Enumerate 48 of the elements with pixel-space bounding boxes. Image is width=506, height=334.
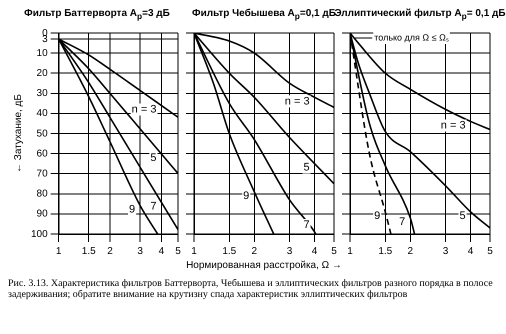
x-tick-label: 5 [175, 246, 182, 257]
series-label: 5 [303, 162, 310, 174]
y-tick-label: 20 [36, 68, 48, 79]
x-tick-label: 4 [312, 246, 318, 257]
y-tick-label: 50 [36, 128, 48, 140]
y-tick-label: 40 [36, 108, 48, 120]
y-tick-label: 10 [36, 48, 48, 59]
x-tick-label: 1.5 [378, 246, 393, 257]
x-tick-label: 3 [442, 246, 449, 257]
series-label: n = 3 [132, 104, 156, 116]
x-tick-label: 5 [487, 246, 494, 257]
y-tick-label: 70 [36, 168, 48, 180]
y-tick-label: 30 [36, 88, 48, 100]
x-axis-title: Нормированная расстройка, Ω → [186, 260, 342, 273]
series-label: 7 [303, 219, 310, 232]
x-tick-label: 5 [331, 246, 338, 257]
series-label: 7 [150, 200, 156, 212]
x-tick-label: 3 [137, 246, 144, 257]
series-label: 9 [374, 210, 380, 222]
x-tick-label: 2 [252, 246, 258, 257]
chart-title: Эллиптический фильтр A$_{p}$= 0,1 дБ [334, 8, 506, 23]
x-tick-label: 1 [191, 246, 198, 257]
series-label: 5 [150, 152, 156, 164]
series-label: 7 [399, 216, 406, 228]
y-tick-label: 80 [36, 188, 48, 200]
x-tick-label: 1.5 [82, 246, 96, 257]
series-label: 5 [459, 210, 466, 222]
x-tick-label: 1.5 [222, 246, 237, 257]
chart-title: Фильтр Чебышева A$_{p}$=0,1 дБ [192, 8, 336, 23]
series-label: n = 3 [440, 119, 466, 132]
x-tick-label: 4 [468, 246, 474, 257]
x-tick-label: 2 [408, 246, 414, 257]
x-tick-label: 3 [286, 246, 293, 257]
y-tick-label: 100 [30, 228, 48, 240]
series-label: n = 3 [284, 95, 310, 108]
x-tick-label: 4 [158, 246, 165, 257]
series-label: 9 [243, 190, 250, 202]
y-axis-title: ← Затухание, дБ [12, 94, 24, 173]
series-label: 9 [129, 204, 136, 216]
y-tick-label: 90 [36, 208, 48, 220]
annotation: только для Ω ≤ Ωₛ [374, 32, 449, 43]
x-tick-label: 1 [56, 246, 62, 257]
text: Рис. 3.13. Характеристика фильтров Баттерворта, Чебышева и эллиптических фильтров разного порядка в полосе задерживания; обратите внимание на крутизну спада характеристик эллиптических фильтров [8, 278, 494, 300]
y-tick-label: 60 [36, 148, 48, 160]
chart-title: Фильтр Баттерворта A$_{p}$=3 дБ [24, 8, 170, 23]
y-tick-label: 3 [42, 34, 48, 45]
x-tick-label: 1 [347, 246, 354, 257]
x-tick-label: 2 [107, 246, 114, 257]
